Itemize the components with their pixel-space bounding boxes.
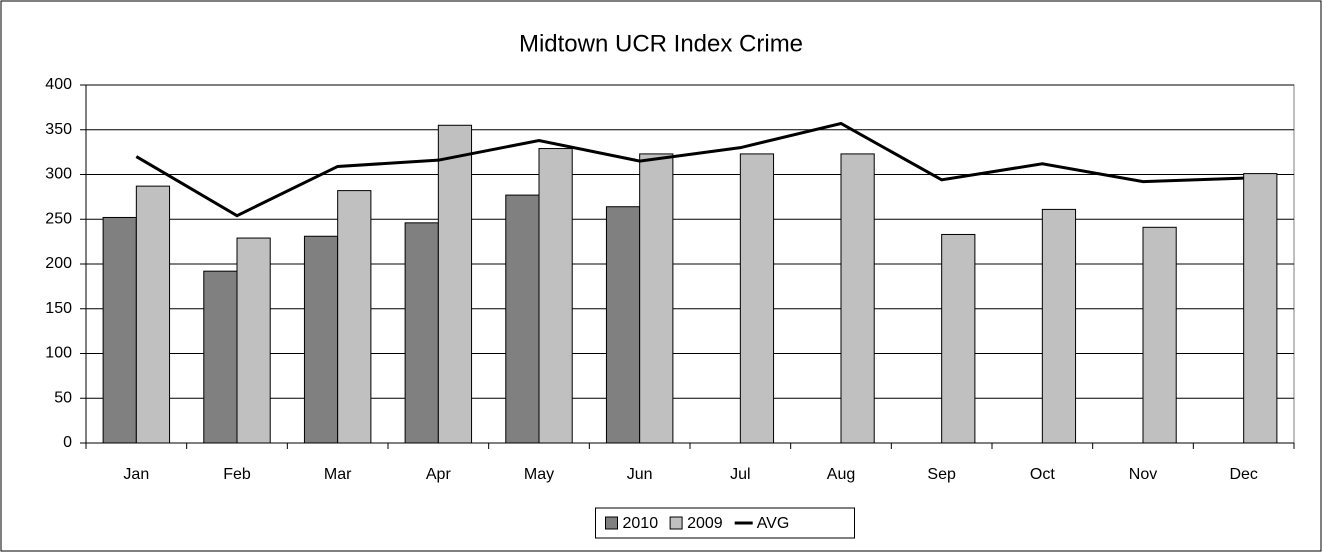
x-tick-label: Jul xyxy=(730,466,750,483)
x-tick-label: Jan xyxy=(123,466,149,483)
y-tick-label: 350 xyxy=(45,121,72,138)
legend-box xyxy=(595,507,855,539)
bar xyxy=(739,153,775,444)
bar xyxy=(337,190,372,444)
bar xyxy=(941,233,976,444)
bar xyxy=(437,124,473,444)
y-tick-label: 100 xyxy=(45,345,72,362)
y-tick-label: 300 xyxy=(45,166,72,183)
chart-title: Midtown UCR Index Crime xyxy=(519,30,803,57)
bar xyxy=(1041,208,1077,444)
legend-label: 2010 xyxy=(623,515,659,532)
x-tick-label: May xyxy=(524,466,554,483)
bar xyxy=(538,148,573,444)
y-tick-label: 50 xyxy=(54,389,72,406)
y-tick-label: 200 xyxy=(45,255,72,272)
x-tick-label: Jun xyxy=(627,466,653,483)
bar xyxy=(840,153,875,444)
bar xyxy=(505,194,540,444)
y-tick-label: 0 xyxy=(63,434,72,451)
bar xyxy=(1142,226,1177,444)
bar xyxy=(102,216,137,444)
bar xyxy=(236,237,271,444)
legend-swatch xyxy=(605,516,618,530)
x-tick-label: Aug xyxy=(827,466,855,483)
x-tick-label: Mar xyxy=(324,466,352,483)
line xyxy=(135,121,1244,218)
y-tick-label: 250 xyxy=(45,210,72,227)
bar xyxy=(135,185,171,444)
bar xyxy=(203,270,238,444)
legend-swatch xyxy=(669,516,683,530)
bar xyxy=(303,235,339,444)
bar xyxy=(404,222,439,444)
bar xyxy=(1243,173,1278,444)
legend-label: 2009 xyxy=(687,515,723,532)
bar xyxy=(605,206,641,444)
x-tick-label: Sep xyxy=(927,466,956,483)
x-tick-label: Nov xyxy=(1129,466,1157,483)
bar xyxy=(639,153,674,444)
legend-label: AVG xyxy=(757,515,790,532)
x-tick-label: Dec xyxy=(1229,466,1257,483)
x-tick-label: Oct xyxy=(1030,466,1055,483)
x-tick-label: Feb xyxy=(223,466,251,483)
x-tick-label: Apr xyxy=(426,466,452,483)
y-tick-label: 150 xyxy=(45,300,72,317)
y-tick-label: 400 xyxy=(45,76,72,93)
